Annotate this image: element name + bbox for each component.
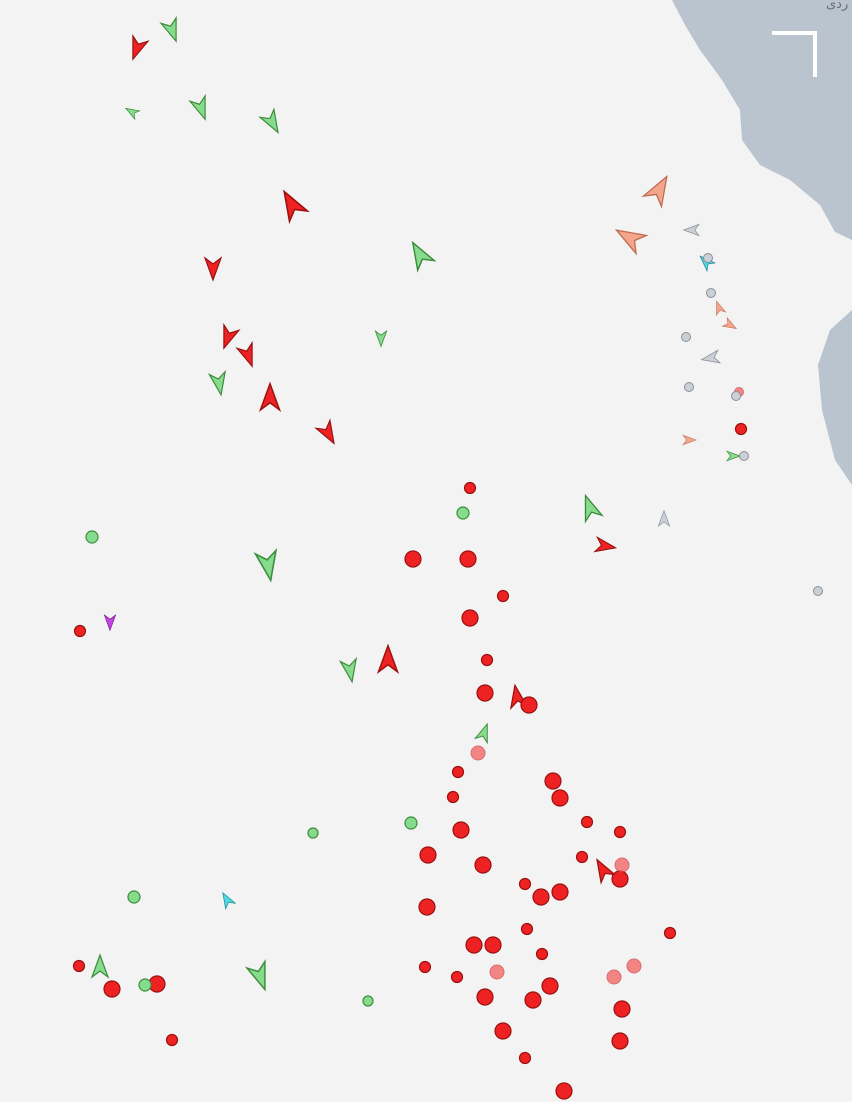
vessel-dot[interactable] [484,936,502,954]
stationary-vessels [72,253,823,1100]
vessel-dot[interactable] [73,624,87,638]
vessel-dot[interactable] [85,530,99,544]
vessel-dot[interactable] [518,1051,532,1065]
vessel-dot[interactable] [684,382,694,392]
vessel-dot[interactable] [613,1000,631,1018]
land [672,0,852,240]
vessel-dot[interactable] [734,422,748,436]
vessel-dot[interactable] [451,765,465,779]
vessel-dot[interactable] [476,988,494,1006]
vessel-dot[interactable] [165,1033,179,1047]
vessel-dot[interactable] [476,684,494,702]
vessel-dot[interactable] [459,550,477,568]
vessel-dot[interactable] [626,958,642,974]
vessel-dot[interactable] [555,1082,573,1100]
vessel-dot[interactable] [611,1032,629,1050]
vessel-dot[interactable] [418,898,436,916]
vessel-dot[interactable] [532,888,550,906]
vessel-dot[interactable] [72,959,86,973]
vessel-dot[interactable] [404,550,422,568]
vessel-dot[interactable] [480,653,494,667]
vessel-dot[interactable] [663,926,677,940]
vessel-dot[interactable] [575,850,589,864]
vessel-dot[interactable] [611,870,629,888]
vessel-dot[interactable] [419,846,437,864]
vessel-dot[interactable] [103,980,121,998]
vessel-dot[interactable] [362,995,374,1007]
vessel-dot[interactable] [474,856,492,874]
vessel-dot[interactable] [465,936,483,954]
vessel-dot[interactable] [613,825,627,839]
vessel-dot[interactable] [544,772,562,790]
vessel-dot[interactable] [551,883,569,901]
vessel-dot[interactable] [127,890,141,904]
vessel-dot[interactable] [138,978,152,992]
vessel-dot[interactable] [681,332,691,342]
vessel-dot[interactable] [456,506,470,520]
vessel-dot[interactable] [418,960,432,974]
corner-bracket [772,31,817,77]
vessel-dot[interactable] [494,1022,512,1040]
vessel-dot[interactable] [535,947,549,961]
vessel-dot[interactable] [731,391,741,401]
vessel-dot[interactable] [706,288,716,298]
vessel-dot[interactable] [580,815,594,829]
vessel-dot[interactable] [739,451,749,461]
land [818,310,852,485]
vessel-dot[interactable] [524,991,542,1009]
vessel-dot[interactable] [551,789,569,807]
vessel-dot[interactable] [520,922,534,936]
vessel-dot[interactable] [606,969,622,985]
place-label: ردی [826,0,848,12]
vessel-dot[interactable] [813,586,823,596]
vessel-dot[interactable] [450,970,464,984]
vessel-dot[interactable] [541,977,559,995]
vessel-dot[interactable] [703,253,713,263]
vessel-dot[interactable] [463,481,477,495]
vessel-dot[interactable] [307,827,319,839]
vessel-dot[interactable] [489,964,505,980]
vessel-dot[interactable] [446,790,460,804]
vessel-dot[interactable] [404,816,418,830]
vessel-dot[interactable] [461,609,479,627]
vessel-dot[interactable] [614,857,630,873]
vessel-dot[interactable] [470,745,486,761]
vessel-dot[interactable] [518,877,532,891]
vessel-dot[interactable] [520,696,538,714]
vessel-dot[interactable] [496,589,510,603]
vessel-dot[interactable] [452,821,470,839]
